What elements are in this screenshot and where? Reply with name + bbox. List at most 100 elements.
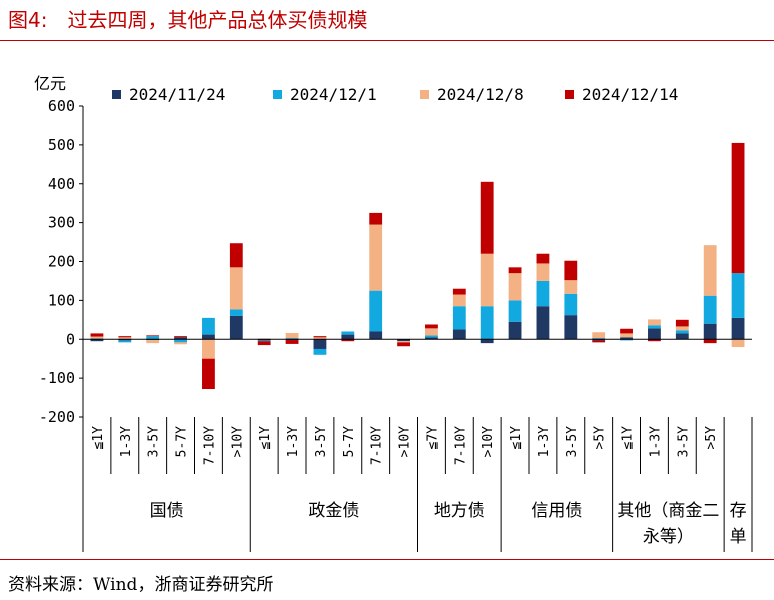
x-category-label: >10Y xyxy=(230,426,245,457)
x-category-label: >10Y xyxy=(481,426,496,457)
x-category-label: 1-3Y xyxy=(648,426,663,457)
bar-segment-2 xyxy=(369,290,383,332)
legend-label: 2024/12/14 xyxy=(582,85,678,104)
bar-segment-4 xyxy=(369,212,383,225)
bar-segment-3 xyxy=(564,280,578,294)
bar-segment-2 xyxy=(257,340,271,342)
y-tick-label: 600 xyxy=(48,97,75,115)
bar-segment-2 xyxy=(731,273,745,318)
bar-segment-3 xyxy=(146,340,160,344)
bar-segment-4 xyxy=(285,340,299,344)
source-note: 资料来源：Wind，浙商证券研究所 xyxy=(8,575,274,595)
bar-segment-4 xyxy=(648,339,661,342)
y-tick-label: 500 xyxy=(48,136,75,154)
group-label: 存 xyxy=(730,501,747,521)
bar-segment-3 xyxy=(285,333,299,339)
bar-segment-1 xyxy=(202,334,215,340)
bar-segment-2 xyxy=(146,336,160,340)
y-tick-label: -100 xyxy=(39,369,75,387)
y-tick-label: 0 xyxy=(66,330,75,348)
bar-segment-2 xyxy=(341,331,355,335)
x-category-label: 5-7Y xyxy=(175,426,190,457)
bar-segment-3 xyxy=(620,333,633,338)
bar-segment-3 xyxy=(508,273,522,301)
legend-label: 2024/12/1 xyxy=(290,85,377,104)
y-axis-unit-label: 亿元 xyxy=(34,74,66,93)
bar-segment-4 xyxy=(536,253,550,264)
group-label: 地方债 xyxy=(434,501,485,521)
bar-segment-1 xyxy=(536,306,550,340)
bar-segment-3 xyxy=(592,332,606,339)
bar-segment-1 xyxy=(675,333,689,340)
x-category-label: ≦1Y xyxy=(91,426,106,450)
legend-swatch xyxy=(273,90,282,99)
x-category-label: 7-10Y xyxy=(202,426,217,465)
bar-segment-4 xyxy=(592,340,606,343)
bar-segment-4 xyxy=(480,181,494,254)
bar-segment-1 xyxy=(564,315,578,340)
bar-segment-2 xyxy=(592,338,606,340)
x-category-label: ≦1Y xyxy=(621,426,636,450)
bar-segment-4 xyxy=(675,319,689,327)
group-label: 永等） xyxy=(643,527,694,547)
bar-segment-2 xyxy=(620,339,633,341)
bar-segment-4 xyxy=(425,324,438,329)
bar-segment-1 xyxy=(648,328,661,340)
bar-segment-3 xyxy=(397,341,410,343)
bar-segment-2 xyxy=(675,330,689,334)
bar-segment-1 xyxy=(731,317,745,340)
group-label: 单 xyxy=(730,527,747,547)
bar-segment-2 xyxy=(564,293,578,316)
bar-segment-4 xyxy=(90,333,104,337)
x-category-label: 7-10Y xyxy=(453,426,468,465)
bar-segment-2 xyxy=(536,280,550,307)
x-category-label: ≦1Y xyxy=(509,426,524,450)
bar-segment-1 xyxy=(313,339,327,349)
bar-segment-3 xyxy=(536,263,550,281)
bar-segment-4 xyxy=(257,341,271,346)
bar-segment-2 xyxy=(452,306,466,330)
bar-segment-3 xyxy=(452,294,466,307)
bar-segment-3 xyxy=(313,337,327,340)
x-category-label: 3-5Y xyxy=(565,426,580,457)
bar-segment-3 xyxy=(648,319,661,326)
bar-segment-1 xyxy=(90,339,104,342)
bar-segment-3 xyxy=(480,253,494,307)
x-category-label: >10Y xyxy=(398,426,413,457)
x-category-label: 3-5Y xyxy=(314,426,329,457)
bar-segment-4 xyxy=(118,336,132,338)
legend-label: 2024/11/24 xyxy=(129,85,225,104)
bar-segment-3 xyxy=(118,337,132,340)
bar-segment-2 xyxy=(703,295,717,324)
bar-segment-3 xyxy=(703,245,717,296)
bar-segment-4 xyxy=(202,358,215,390)
bar-segment-2 xyxy=(202,317,215,335)
x-category-label: 1-3Y xyxy=(537,426,552,457)
y-tick-label: 100 xyxy=(48,291,75,309)
group-label: 政金债 xyxy=(308,501,359,521)
bar-segment-3 xyxy=(369,224,383,291)
bar-segment-2 xyxy=(508,300,522,322)
bar-segment-1 xyxy=(257,339,271,341)
legend-swatch xyxy=(112,90,121,99)
group-label: 信用债 xyxy=(531,501,582,521)
bar-segment-1 xyxy=(592,339,606,341)
x-category-label: 1-3Y xyxy=(286,426,301,457)
bar-segment-1 xyxy=(508,321,522,340)
bar-segment-4 xyxy=(452,288,466,295)
bar-segment-3 xyxy=(174,342,187,345)
bar-segment-4 xyxy=(397,342,410,347)
x-category-label: 3-5Y xyxy=(676,426,691,457)
bar-segment-1 xyxy=(620,337,633,340)
bar-segment-2 xyxy=(174,339,187,343)
bar-segment-4 xyxy=(146,335,160,337)
bar-segment-2 xyxy=(229,309,243,316)
bar-segment-1 xyxy=(341,334,355,340)
bar-segment-4 xyxy=(620,328,633,334)
bar-segment-3 xyxy=(731,339,745,348)
bar-segment-3 xyxy=(675,326,689,331)
bar-segment-4 xyxy=(703,339,717,344)
bar-segment-1 xyxy=(118,339,132,341)
group-label: 其他（商金二 xyxy=(617,501,719,521)
figure-title: 图4: 过去四周，其他产品总体买债规模 xyxy=(8,8,368,32)
